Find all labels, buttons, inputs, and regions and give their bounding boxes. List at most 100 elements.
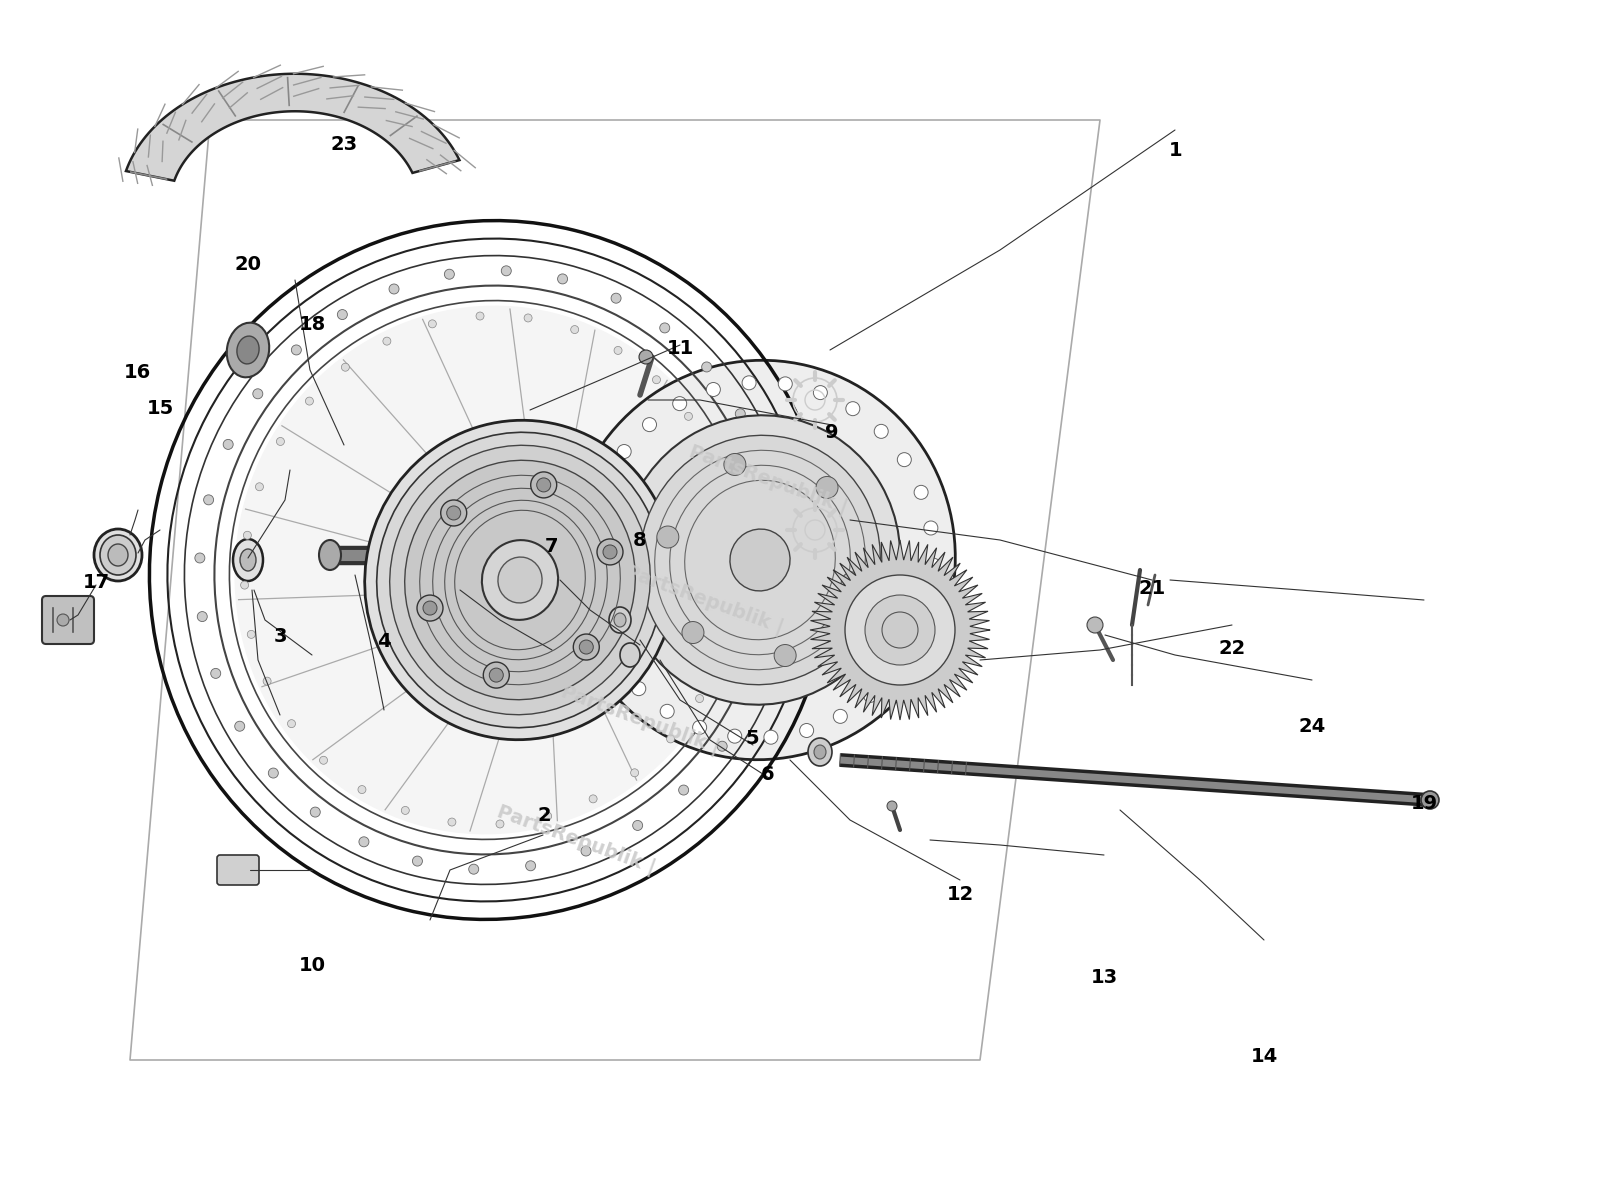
Circle shape	[638, 350, 653, 364]
Ellipse shape	[845, 575, 955, 685]
Circle shape	[248, 630, 256, 638]
Text: PartsRepublik |: PartsRepublik |	[558, 682, 722, 758]
Circle shape	[586, 511, 598, 526]
Ellipse shape	[621, 643, 640, 667]
Text: 19: 19	[1411, 794, 1437, 814]
Circle shape	[611, 293, 621, 304]
Text: 17: 17	[83, 572, 109, 592]
FancyBboxPatch shape	[218, 854, 259, 886]
Circle shape	[816, 476, 838, 498]
Circle shape	[696, 695, 704, 702]
Text: 9: 9	[826, 422, 838, 442]
Circle shape	[763, 730, 778, 744]
Ellipse shape	[318, 540, 341, 570]
Text: 6: 6	[762, 764, 774, 784]
Circle shape	[922, 595, 934, 608]
Circle shape	[341, 364, 349, 371]
Circle shape	[923, 521, 938, 535]
Ellipse shape	[619, 415, 901, 704]
Polygon shape	[126, 73, 459, 181]
Circle shape	[413, 856, 422, 866]
Circle shape	[501, 266, 512, 276]
Circle shape	[557, 274, 568, 284]
Ellipse shape	[482, 540, 558, 620]
Circle shape	[525, 314, 533, 322]
Circle shape	[382, 337, 390, 346]
Ellipse shape	[234, 539, 262, 581]
Circle shape	[747, 690, 757, 701]
Circle shape	[358, 786, 366, 793]
Ellipse shape	[866, 595, 934, 665]
Ellipse shape	[614, 613, 626, 626]
Circle shape	[197, 612, 208, 622]
Circle shape	[706, 383, 720, 396]
Text: 5: 5	[746, 728, 758, 748]
Polygon shape	[810, 540, 990, 720]
Circle shape	[659, 323, 670, 332]
Circle shape	[603, 545, 618, 559]
Circle shape	[531, 472, 557, 498]
Circle shape	[256, 482, 264, 491]
Circle shape	[571, 325, 579, 334]
Circle shape	[702, 362, 712, 372]
Text: 12: 12	[946, 884, 974, 904]
Circle shape	[736, 409, 746, 419]
Circle shape	[58, 614, 69, 626]
Circle shape	[658, 526, 678, 548]
Circle shape	[728, 730, 742, 743]
Circle shape	[717, 742, 726, 751]
Circle shape	[358, 836, 370, 847]
Circle shape	[235, 721, 245, 731]
Text: 10: 10	[299, 956, 325, 976]
Ellipse shape	[99, 535, 136, 575]
Circle shape	[898, 452, 912, 467]
Circle shape	[773, 518, 782, 528]
Circle shape	[526, 860, 536, 871]
Circle shape	[490, 668, 504, 682]
Circle shape	[630, 769, 638, 776]
Circle shape	[766, 635, 776, 646]
Text: 24: 24	[1298, 716, 1326, 736]
Circle shape	[1086, 617, 1102, 634]
Ellipse shape	[405, 461, 635, 700]
Text: 4: 4	[378, 632, 390, 652]
Text: 20: 20	[235, 254, 261, 274]
Circle shape	[277, 438, 285, 445]
Ellipse shape	[240, 550, 256, 571]
Circle shape	[890, 661, 902, 676]
Circle shape	[579, 548, 594, 562]
Circle shape	[717, 649, 725, 658]
Circle shape	[243, 532, 251, 539]
Circle shape	[618, 444, 630, 458]
Text: 21: 21	[1138, 578, 1166, 598]
Circle shape	[222, 439, 234, 450]
Circle shape	[632, 821, 643, 830]
Ellipse shape	[610, 607, 630, 634]
Circle shape	[909, 630, 922, 644]
Text: 15: 15	[146, 398, 174, 418]
Circle shape	[310, 808, 320, 817]
Text: 23: 23	[331, 134, 357, 154]
Circle shape	[774, 644, 797, 666]
Ellipse shape	[808, 738, 832, 766]
Circle shape	[445, 269, 454, 280]
Circle shape	[291, 344, 301, 355]
Circle shape	[469, 864, 478, 874]
Circle shape	[834, 709, 848, 724]
Circle shape	[643, 418, 656, 432]
Text: 14: 14	[1250, 1046, 1278, 1066]
Circle shape	[582, 586, 597, 599]
FancyBboxPatch shape	[928, 622, 962, 650]
Text: 1: 1	[1170, 140, 1182, 160]
Ellipse shape	[235, 306, 746, 834]
Ellipse shape	[498, 557, 542, 602]
Circle shape	[614, 347, 622, 354]
Ellipse shape	[640, 436, 880, 685]
Text: 2: 2	[538, 806, 550, 826]
Circle shape	[742, 376, 757, 390]
Text: 3: 3	[274, 626, 286, 646]
Circle shape	[608, 653, 622, 667]
Circle shape	[536, 478, 550, 492]
Ellipse shape	[882, 612, 918, 648]
Circle shape	[477, 312, 485, 320]
